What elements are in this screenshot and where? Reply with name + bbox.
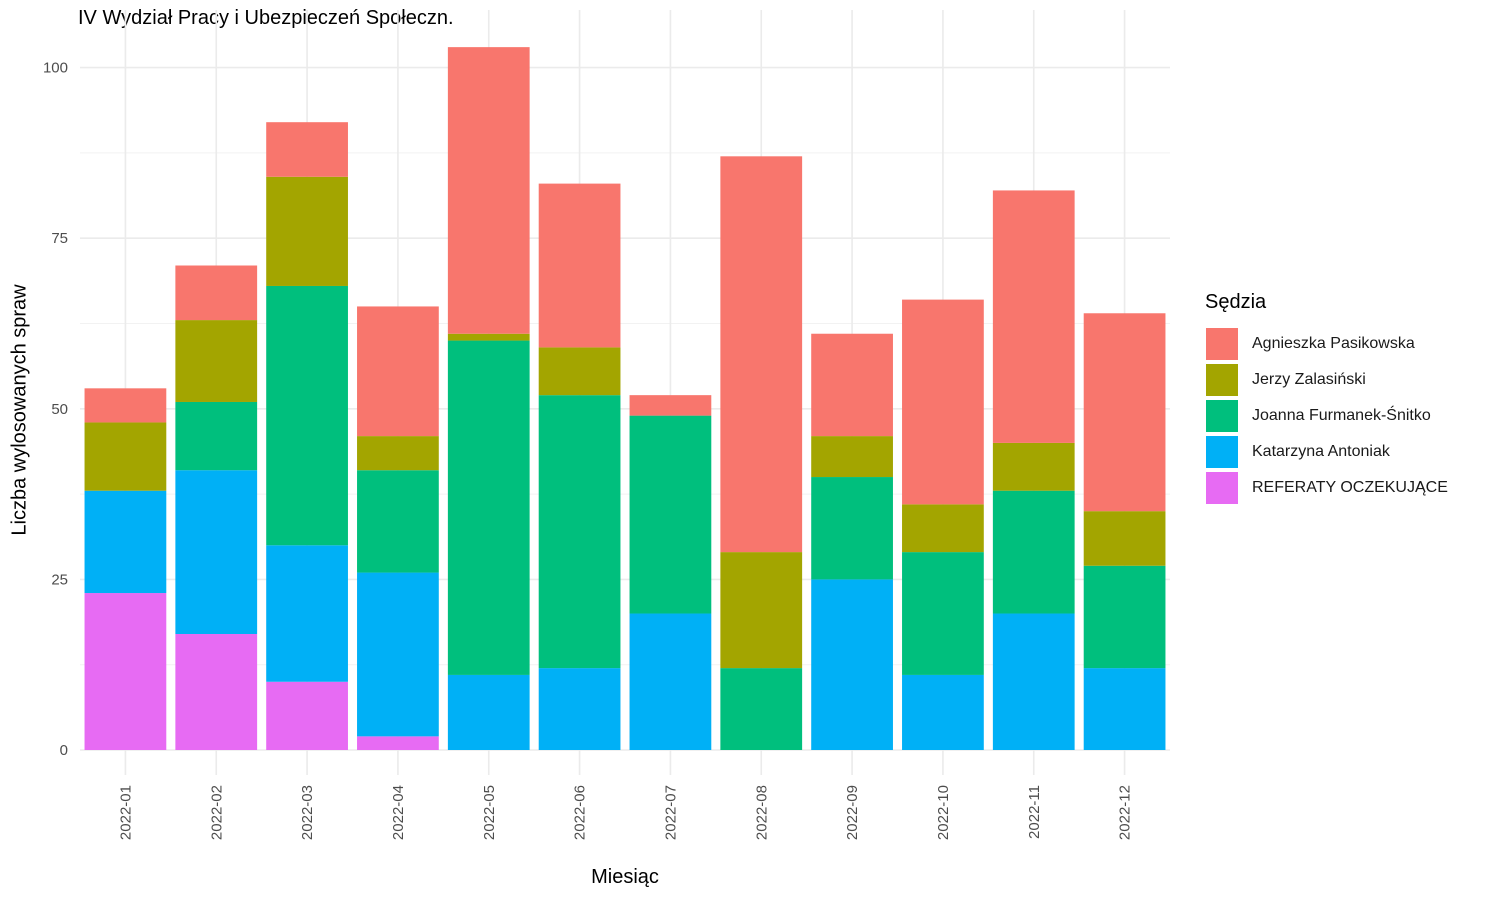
legend-item: Agnieszka Pasikowska: [1205, 326, 1448, 362]
x-axis-ticks: 2022-01 2022-02 2022-03 2022-04 2022-05 2022-…: [117, 785, 1133, 840]
legend-swatch: [1205, 363, 1239, 397]
x-tick-label: 2022-04: [390, 785, 407, 840]
legend-swatch: [1205, 399, 1239, 433]
legend-items: Agnieszka Pasikowska Jerzy Zalasiński Joan…: [1205, 326, 1448, 506]
bar-segment: [175, 320, 258, 402]
bar-segment: [720, 668, 803, 750]
bar-segment: [902, 674, 984, 750]
bar-segment: [629, 395, 712, 416]
x-tick-label: 2022-02: [208, 785, 225, 840]
bar-segment: [1083, 565, 1166, 669]
legend-swatch: [1205, 471, 1239, 505]
bar-segment: [447, 333, 530, 341]
y-tick-label: 100: [43, 60, 68, 77]
bar-segment: [1083, 313, 1166, 512]
x-tick-label: 2022-10: [935, 785, 952, 840]
bar-segment: [357, 736, 439, 750]
bar-segment: [357, 436, 439, 471]
bar-segment: [902, 552, 984, 675]
x-tick-label: 2022-08: [753, 785, 770, 840]
legend: Sędzia Agnieszka Pasikowska Jerzy Zalasiń…: [1205, 291, 1448, 506]
bar-segment: [84, 593, 167, 750]
bar-segment: [266, 681, 348, 750]
bar-segment: [538, 347, 621, 396]
bars: [84, 47, 1166, 750]
x-tick-label: 2022-06: [572, 785, 589, 840]
y-axis-title: Liczba wylosowanych spraw: [8, 284, 31, 536]
legend-label: REFERATY OCZEKUJĄCE: [1252, 479, 1448, 496]
bar-segment: [175, 470, 258, 634]
x-tick-label: 2022-03: [299, 785, 316, 840]
x-tick-label: 2022-01: [117, 785, 134, 840]
bar-segment: [266, 285, 348, 546]
bar-segment: [84, 490, 167, 594]
legend-label: Agnieszka Pasikowska: [1252, 335, 1415, 352]
bar-segment: [447, 674, 530, 750]
bar-segment: [811, 436, 893, 478]
bar-segment: [902, 299, 984, 505]
bar-segment: [811, 333, 893, 437]
bar-segment: [992, 442, 1075, 491]
legend-swatch: [1205, 327, 1239, 361]
legend-title: Sędzia: [1205, 291, 1267, 313]
bar-segment: [902, 504, 984, 553]
bar-segment: [538, 183, 621, 348]
x-tick-label: 2022-05: [481, 785, 498, 840]
legend-item: Katarzyna Antoniak: [1205, 434, 1448, 470]
bar-segment: [629, 613, 712, 750]
y-tick-label: 75: [51, 230, 68, 247]
y-tick-label: 25: [51, 571, 68, 588]
bar-segment: [992, 613, 1075, 750]
x-axis-title: Miesiąc: [591, 866, 659, 888]
bar-segment: [992, 190, 1075, 443]
bar-segment: [175, 265, 258, 321]
bar-segment: [538, 395, 621, 669]
bar-segment: [447, 340, 530, 675]
chart-title: IV Wydział Pracy i Ubezpieczeń Społeczn.: [78, 7, 454, 29]
legend-label: Jerzy Zalasiński: [1252, 371, 1366, 388]
legend-swatch: [1205, 435, 1239, 469]
x-tick-label: 2022-09: [844, 785, 861, 840]
bar-segment: [992, 490, 1075, 614]
bar-segment: [175, 401, 258, 471]
bar-segment: [266, 122, 348, 177]
x-tick-label: 2022-07: [662, 785, 679, 840]
bar-segment: [538, 668, 621, 750]
bar-segment: [357, 306, 439, 437]
bar-segment: [1083, 511, 1166, 566]
bar-segment: [357, 470, 439, 573]
bar-segment: [84, 422, 167, 491]
bar-segment: [357, 572, 439, 737]
bar-segment: [447, 47, 530, 334]
bar-segment: [175, 633, 258, 750]
legend-item: REFERATY OCZEKUJĄCE: [1205, 470, 1448, 506]
legend-label: Joanna Furmanek-Śnitko: [1252, 407, 1431, 424]
bar-segment: [811, 477, 893, 580]
bar-segment: [84, 388, 167, 423]
bar-segment: [266, 176, 348, 286]
bar-segment: [266, 545, 348, 682]
x-tick-label: 2022-11: [1026, 785, 1043, 839]
legend-label: Katarzyna Antoniak: [1252, 443, 1390, 460]
bar-segment: [720, 552, 803, 669]
y-axis-ticks: 0 25 50 75 100: [43, 60, 68, 759]
legend-item: Jerzy Zalasiński: [1205, 362, 1448, 398]
y-tick-label: 50: [51, 401, 68, 418]
bar-segment: [720, 156, 803, 553]
bar-segment: [1083, 668, 1166, 750]
legend-item: Joanna Furmanek-Śnitko: [1205, 398, 1448, 434]
bar-segment: [811, 579, 893, 750]
bar-segment: [629, 415, 712, 614]
x-tick-label: 2022-12: [1117, 785, 1134, 840]
y-tick-label: 0: [60, 742, 68, 759]
